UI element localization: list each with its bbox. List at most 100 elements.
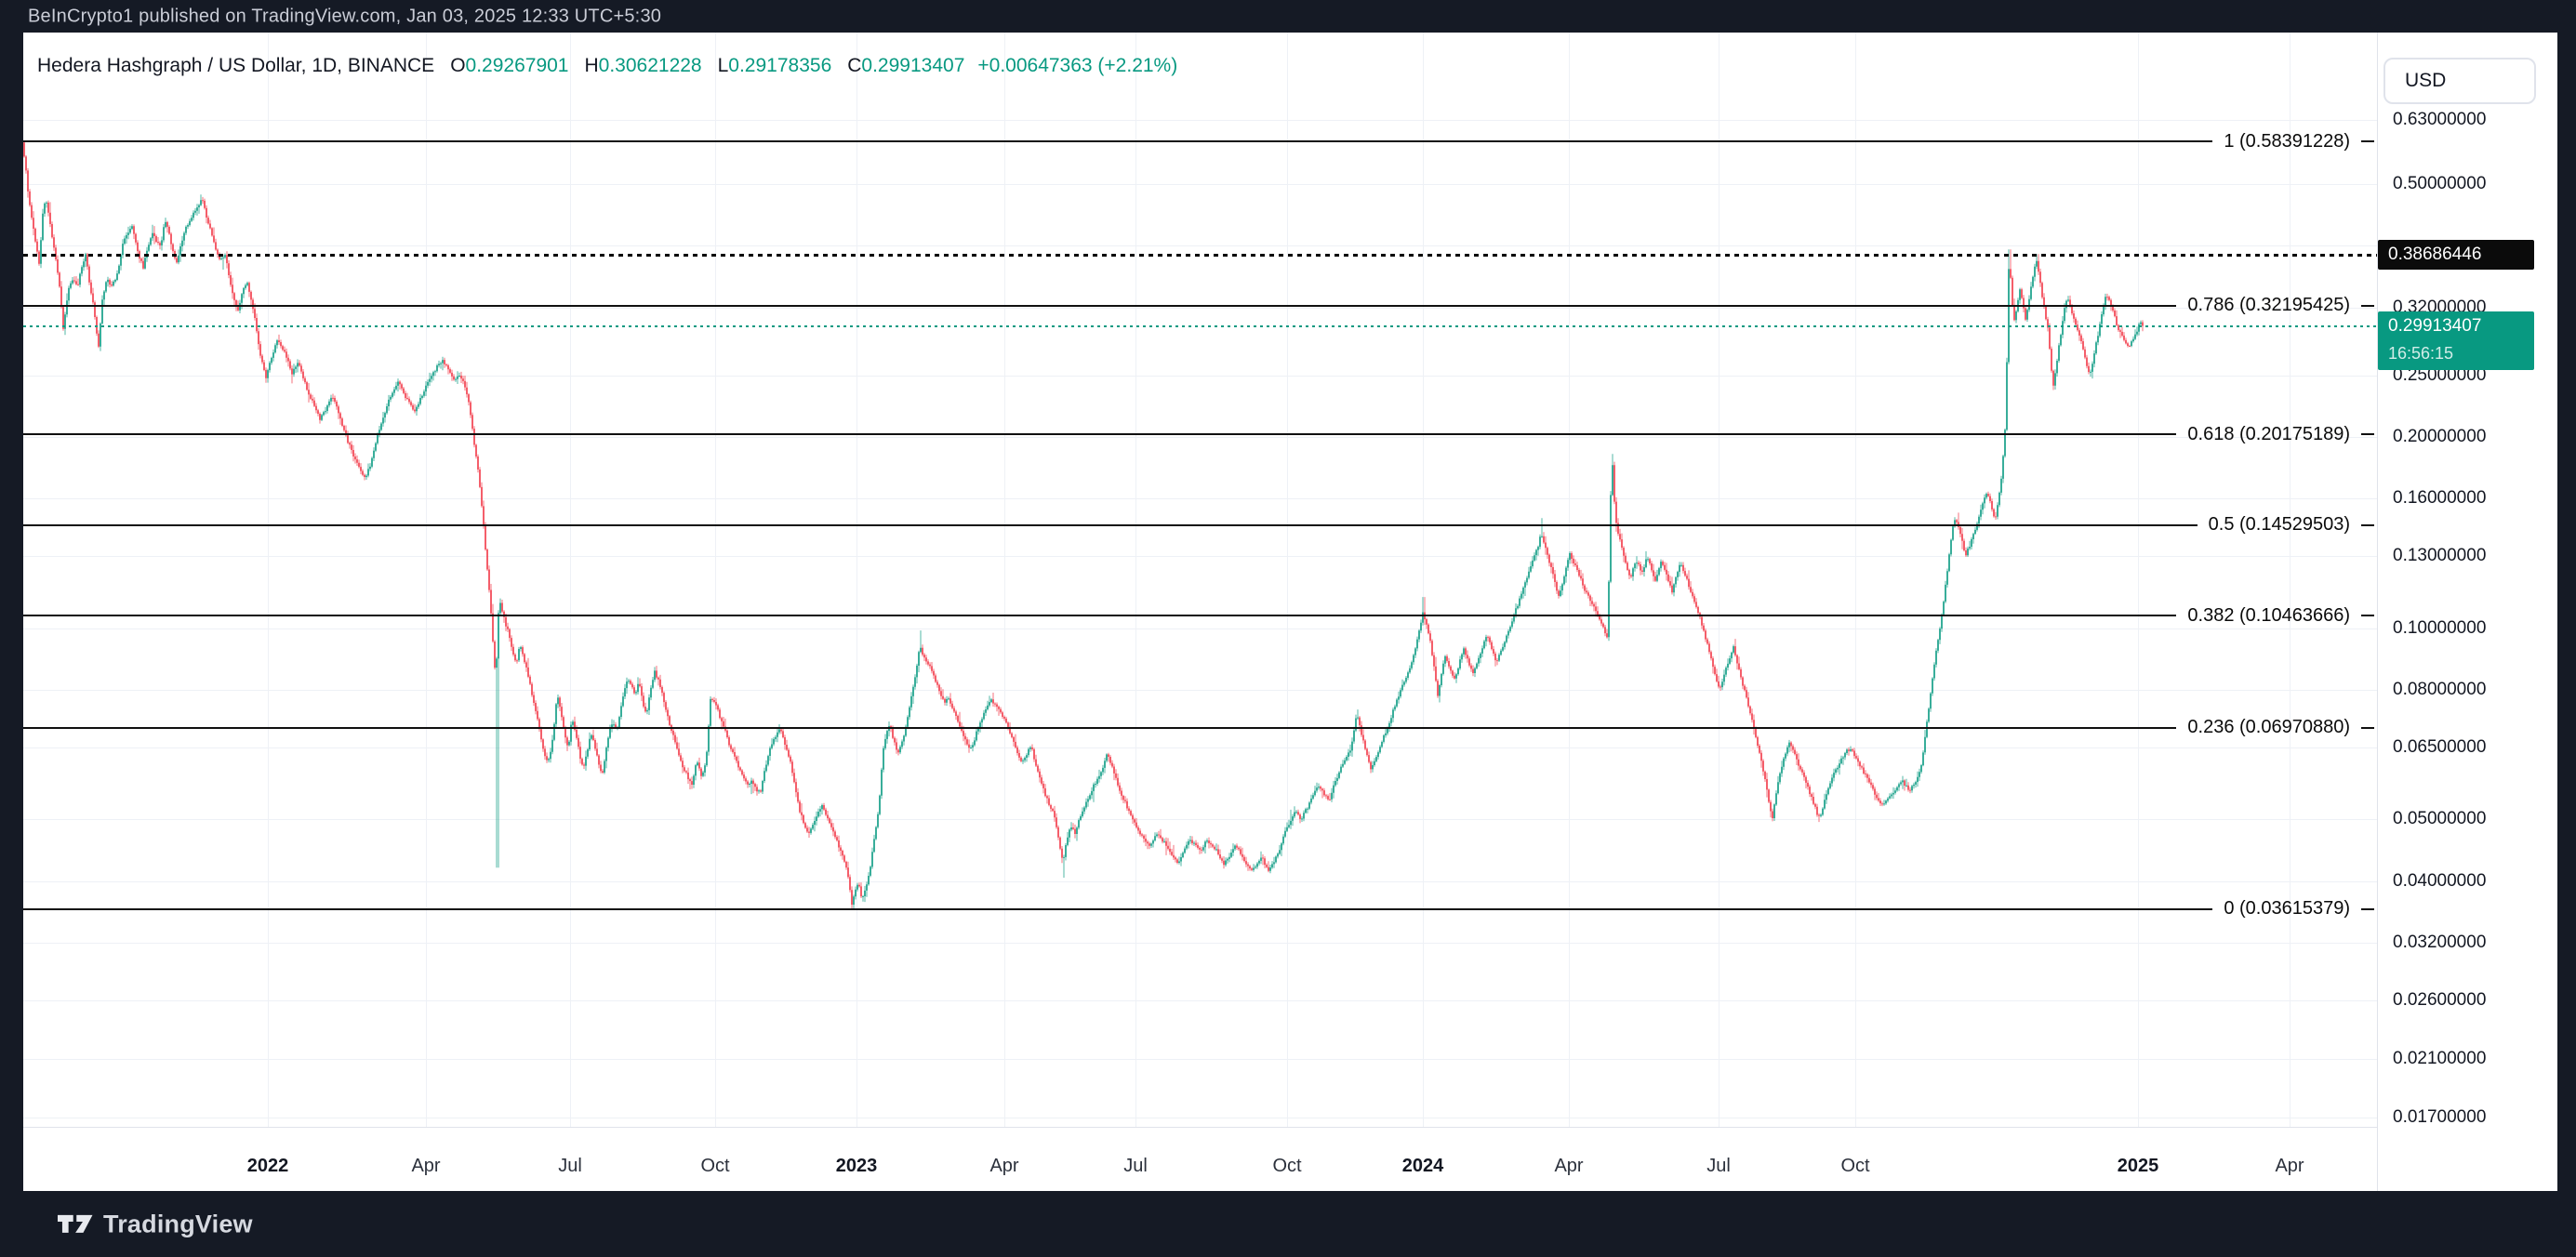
price-tick-label: 0.01700000 <box>2393 1106 2487 1127</box>
fib-label: 0.382 (0.10463666) <box>2187 604 2350 626</box>
horizontal-gridline <box>23 555 2377 557</box>
price-tick-label: 0.10000000 <box>2393 617 2487 638</box>
horizontal-gridline <box>23 245 2377 247</box>
footer-bar: TradingView <box>0 1191 2576 1257</box>
horizontal-gridline <box>23 942 2377 944</box>
fib-level-1[interactable]: 1 (0.58391228) <box>23 129 2374 153</box>
bar-countdown: 16:56:15 <box>2388 343 2454 363</box>
open-value: 0.29267901 <box>465 55 569 76</box>
fib-level-0.5[interactable]: 0.5 (0.14529503) <box>23 513 2374 537</box>
price-tick-label: 0.03200000 <box>2393 932 2487 952</box>
chart-plot-area[interactable]: 1 (0.58391228) 0.786 (0.32195425) 0.618 (0… <box>23 33 2377 1127</box>
fib-level-0.786[interactable]: 0.786 (0.32195425) <box>23 294 2374 318</box>
time-tick-label: 2022 <box>246 1156 289 1176</box>
low-label: L <box>717 55 729 76</box>
horizontal-gridline <box>23 999 2377 1001</box>
last-price-line <box>23 324 2377 327</box>
time-tick-label: Apr <box>2275 1156 2304 1176</box>
chart-panel: 1 (0.58391228) 0.786 (0.32195425) 0.618 (0… <box>23 33 2557 1191</box>
fib-dash <box>2361 907 2374 910</box>
vertical-gridline <box>1135 33 1136 1127</box>
fib-line <box>23 615 2177 617</box>
close-value: 0.29913407 <box>861 55 965 76</box>
price-tick-label: 0.08000000 <box>2393 679 2487 699</box>
price-scale[interactable]: 0.38686446 0.29913407 16:56:15 0.6300000… <box>2378 33 2557 1191</box>
vertical-gridline <box>2290 33 2291 1127</box>
change-value: +0.00647363 (+2.21%) <box>977 55 1178 76</box>
fib-label: 1 (0.58391228) <box>2224 130 2350 152</box>
horizontal-gridline <box>23 880 2377 882</box>
time-tick-label: 2025 <box>2117 1156 2159 1176</box>
time-tick-label: Oct <box>1840 1156 1870 1176</box>
horizontal-gridline <box>23 120 2377 122</box>
fib-level-0.382[interactable]: 0.382 (0.10463666) <box>23 603 2374 628</box>
fib-label: 0.786 (0.32195425) <box>2187 295 2350 316</box>
horizontal-gridline <box>23 628 2377 629</box>
alert-price-badge[interactable]: 0.38686446 <box>2378 240 2534 271</box>
horizontal-gridline <box>23 689 2377 691</box>
time-axis-separator <box>23 1127 2377 1128</box>
vertical-gridline <box>1569 33 1570 1127</box>
vertical-gridline <box>1287 33 1288 1127</box>
symbol-title[interactable]: Hedera Hashgraph / US Dollar, 1D, BINANC… <box>37 55 435 76</box>
vertical-gridline <box>856 33 857 1127</box>
time-tick-label: Apr <box>1554 1156 1584 1176</box>
attribution-text: BeInCrypto1 published on TradingView.com… <box>28 6 662 26</box>
attribution-bar: BeInCrypto1 published on TradingView.com… <box>0 0 2576 33</box>
fib-line <box>23 304 2177 307</box>
fib-level-0.236[interactable]: 0.236 (0.06970880) <box>23 716 2374 740</box>
fib-line <box>23 523 2198 526</box>
vertical-gridline <box>1855 33 1856 1127</box>
horizontal-gridline <box>23 1058 2377 1060</box>
time-tick-label: Jul <box>558 1156 582 1176</box>
low-value: 0.29178356 <box>728 55 832 76</box>
price-tick-label: 0.13000000 <box>2393 545 2487 565</box>
last-price-value: 0.29913407 <box>2388 315 2482 336</box>
fib-dash <box>2361 523 2374 526</box>
vertical-gridline <box>1719 33 1720 1127</box>
time-tick-label: Apr <box>411 1156 441 1176</box>
horizontal-gridline <box>23 437 2377 438</box>
high-value: 0.30621228 <box>598 55 702 76</box>
vertical-gridline <box>2138 33 2139 1127</box>
horizontal-gridline <box>23 375 2377 377</box>
fib-line <box>23 140 2213 142</box>
vertical-gridline <box>426 33 427 1127</box>
vertical-gridline <box>570 33 571 1127</box>
vertical-gridline <box>1004 33 1005 1127</box>
fib-dash <box>2361 726 2374 729</box>
high-label: H <box>584 55 599 76</box>
close-label: C <box>847 55 862 76</box>
price-tick-label: 0.63000000 <box>2393 110 2487 130</box>
candlestick-chart[interactable] <box>23 33 2377 1127</box>
vertical-gridline <box>268 33 269 1127</box>
tradingview-logo-icon <box>58 1214 93 1233</box>
price-tick-label: 0.02600000 <box>2393 989 2487 1010</box>
open-label: O <box>450 55 466 76</box>
time-tick-label: Jul <box>1706 1156 1731 1176</box>
price-tick-label: 0.06500000 <box>2393 736 2487 757</box>
alert-price-line[interactable] <box>23 253 2377 257</box>
horizontal-gridline <box>23 184 2377 185</box>
fib-level-0.618[interactable]: 0.618 (0.20175189) <box>23 422 2374 446</box>
fib-label: 0 (0.03615379) <box>2224 898 2350 920</box>
fib-dash <box>2361 433 2374 436</box>
time-tick-label: 2024 <box>1401 1156 1444 1176</box>
fib-line <box>23 726 2177 729</box>
vertical-gridline <box>715 33 716 1127</box>
fib-level-0[interactable]: 0 (0.03615379) <box>23 897 2374 921</box>
price-tick-label: 0.05000000 <box>2393 809 2487 829</box>
vertical-gridline <box>1423 33 1424 1127</box>
currency-toggle-button[interactable]: USD <box>2383 58 2536 104</box>
tradingview-logo[interactable]: TradingView <box>58 1210 253 1238</box>
price-tick-label: 0.02100000 <box>2393 1048 2487 1068</box>
symbol-legend: Hedera Hashgraph / US Dollar, 1D, BINANC… <box>37 55 1177 77</box>
time-scale[interactable]: 2022 Apr Jul Oct 2023 Apr Jul Oct 2024 Apr Jul Oct 2… <box>23 1127 2377 1191</box>
horizontal-gridline <box>23 819 2377 821</box>
price-tick-label: 0.25000000 <box>2393 364 2487 385</box>
fib-dash <box>2361 615 2374 617</box>
last-price-badge: 0.29913407 16:56:15 <box>2378 311 2534 370</box>
price-tick-label: 0.50000000 <box>2393 174 2487 193</box>
time-tick-label: Jul <box>1123 1156 1148 1176</box>
time-tick-label: Apr <box>989 1156 1019 1176</box>
